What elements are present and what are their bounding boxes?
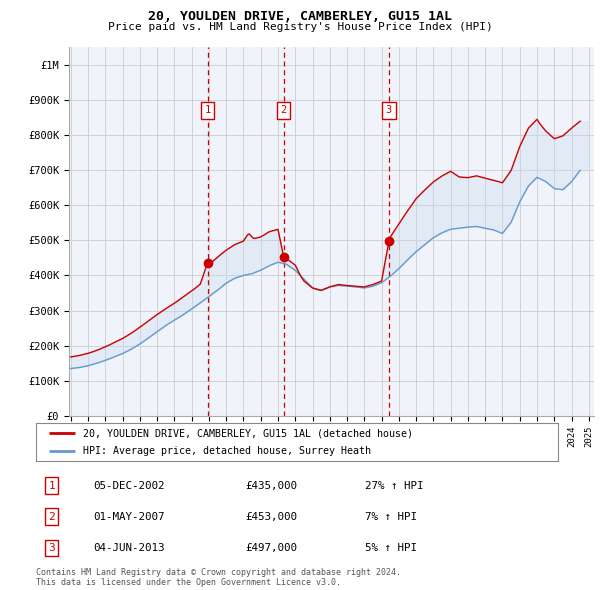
Text: £497,000: £497,000 <box>245 543 297 553</box>
Text: 20, YOULDEN DRIVE, CAMBERLEY, GU15 1AL: 20, YOULDEN DRIVE, CAMBERLEY, GU15 1AL <box>148 10 452 23</box>
Text: 1: 1 <box>48 481 55 490</box>
Text: 3: 3 <box>48 543 55 553</box>
Text: 04-JUN-2013: 04-JUN-2013 <box>94 543 165 553</box>
Text: 7% ↑ HPI: 7% ↑ HPI <box>365 512 417 522</box>
Text: 2: 2 <box>281 106 287 116</box>
Text: HPI: Average price, detached house, Surrey Heath: HPI: Average price, detached house, Surr… <box>83 446 371 456</box>
Text: Price paid vs. HM Land Registry's House Price Index (HPI): Price paid vs. HM Land Registry's House … <box>107 22 493 32</box>
Text: £435,000: £435,000 <box>245 481 297 490</box>
Text: 5% ↑ HPI: 5% ↑ HPI <box>365 543 417 553</box>
Text: 05-DEC-2002: 05-DEC-2002 <box>94 481 165 490</box>
Text: 27% ↑ HPI: 27% ↑ HPI <box>365 481 424 490</box>
Text: £453,000: £453,000 <box>245 512 297 522</box>
Text: 1: 1 <box>205 106 211 116</box>
Text: 2: 2 <box>48 512 55 522</box>
Text: 20, YOULDEN DRIVE, CAMBERLEY, GU15 1AL (detached house): 20, YOULDEN DRIVE, CAMBERLEY, GU15 1AL (… <box>83 428 413 438</box>
Text: 3: 3 <box>386 106 392 116</box>
Text: Contains HM Land Registry data © Crown copyright and database right 2024.
This d: Contains HM Land Registry data © Crown c… <box>36 568 401 587</box>
Text: 01-MAY-2007: 01-MAY-2007 <box>94 512 165 522</box>
